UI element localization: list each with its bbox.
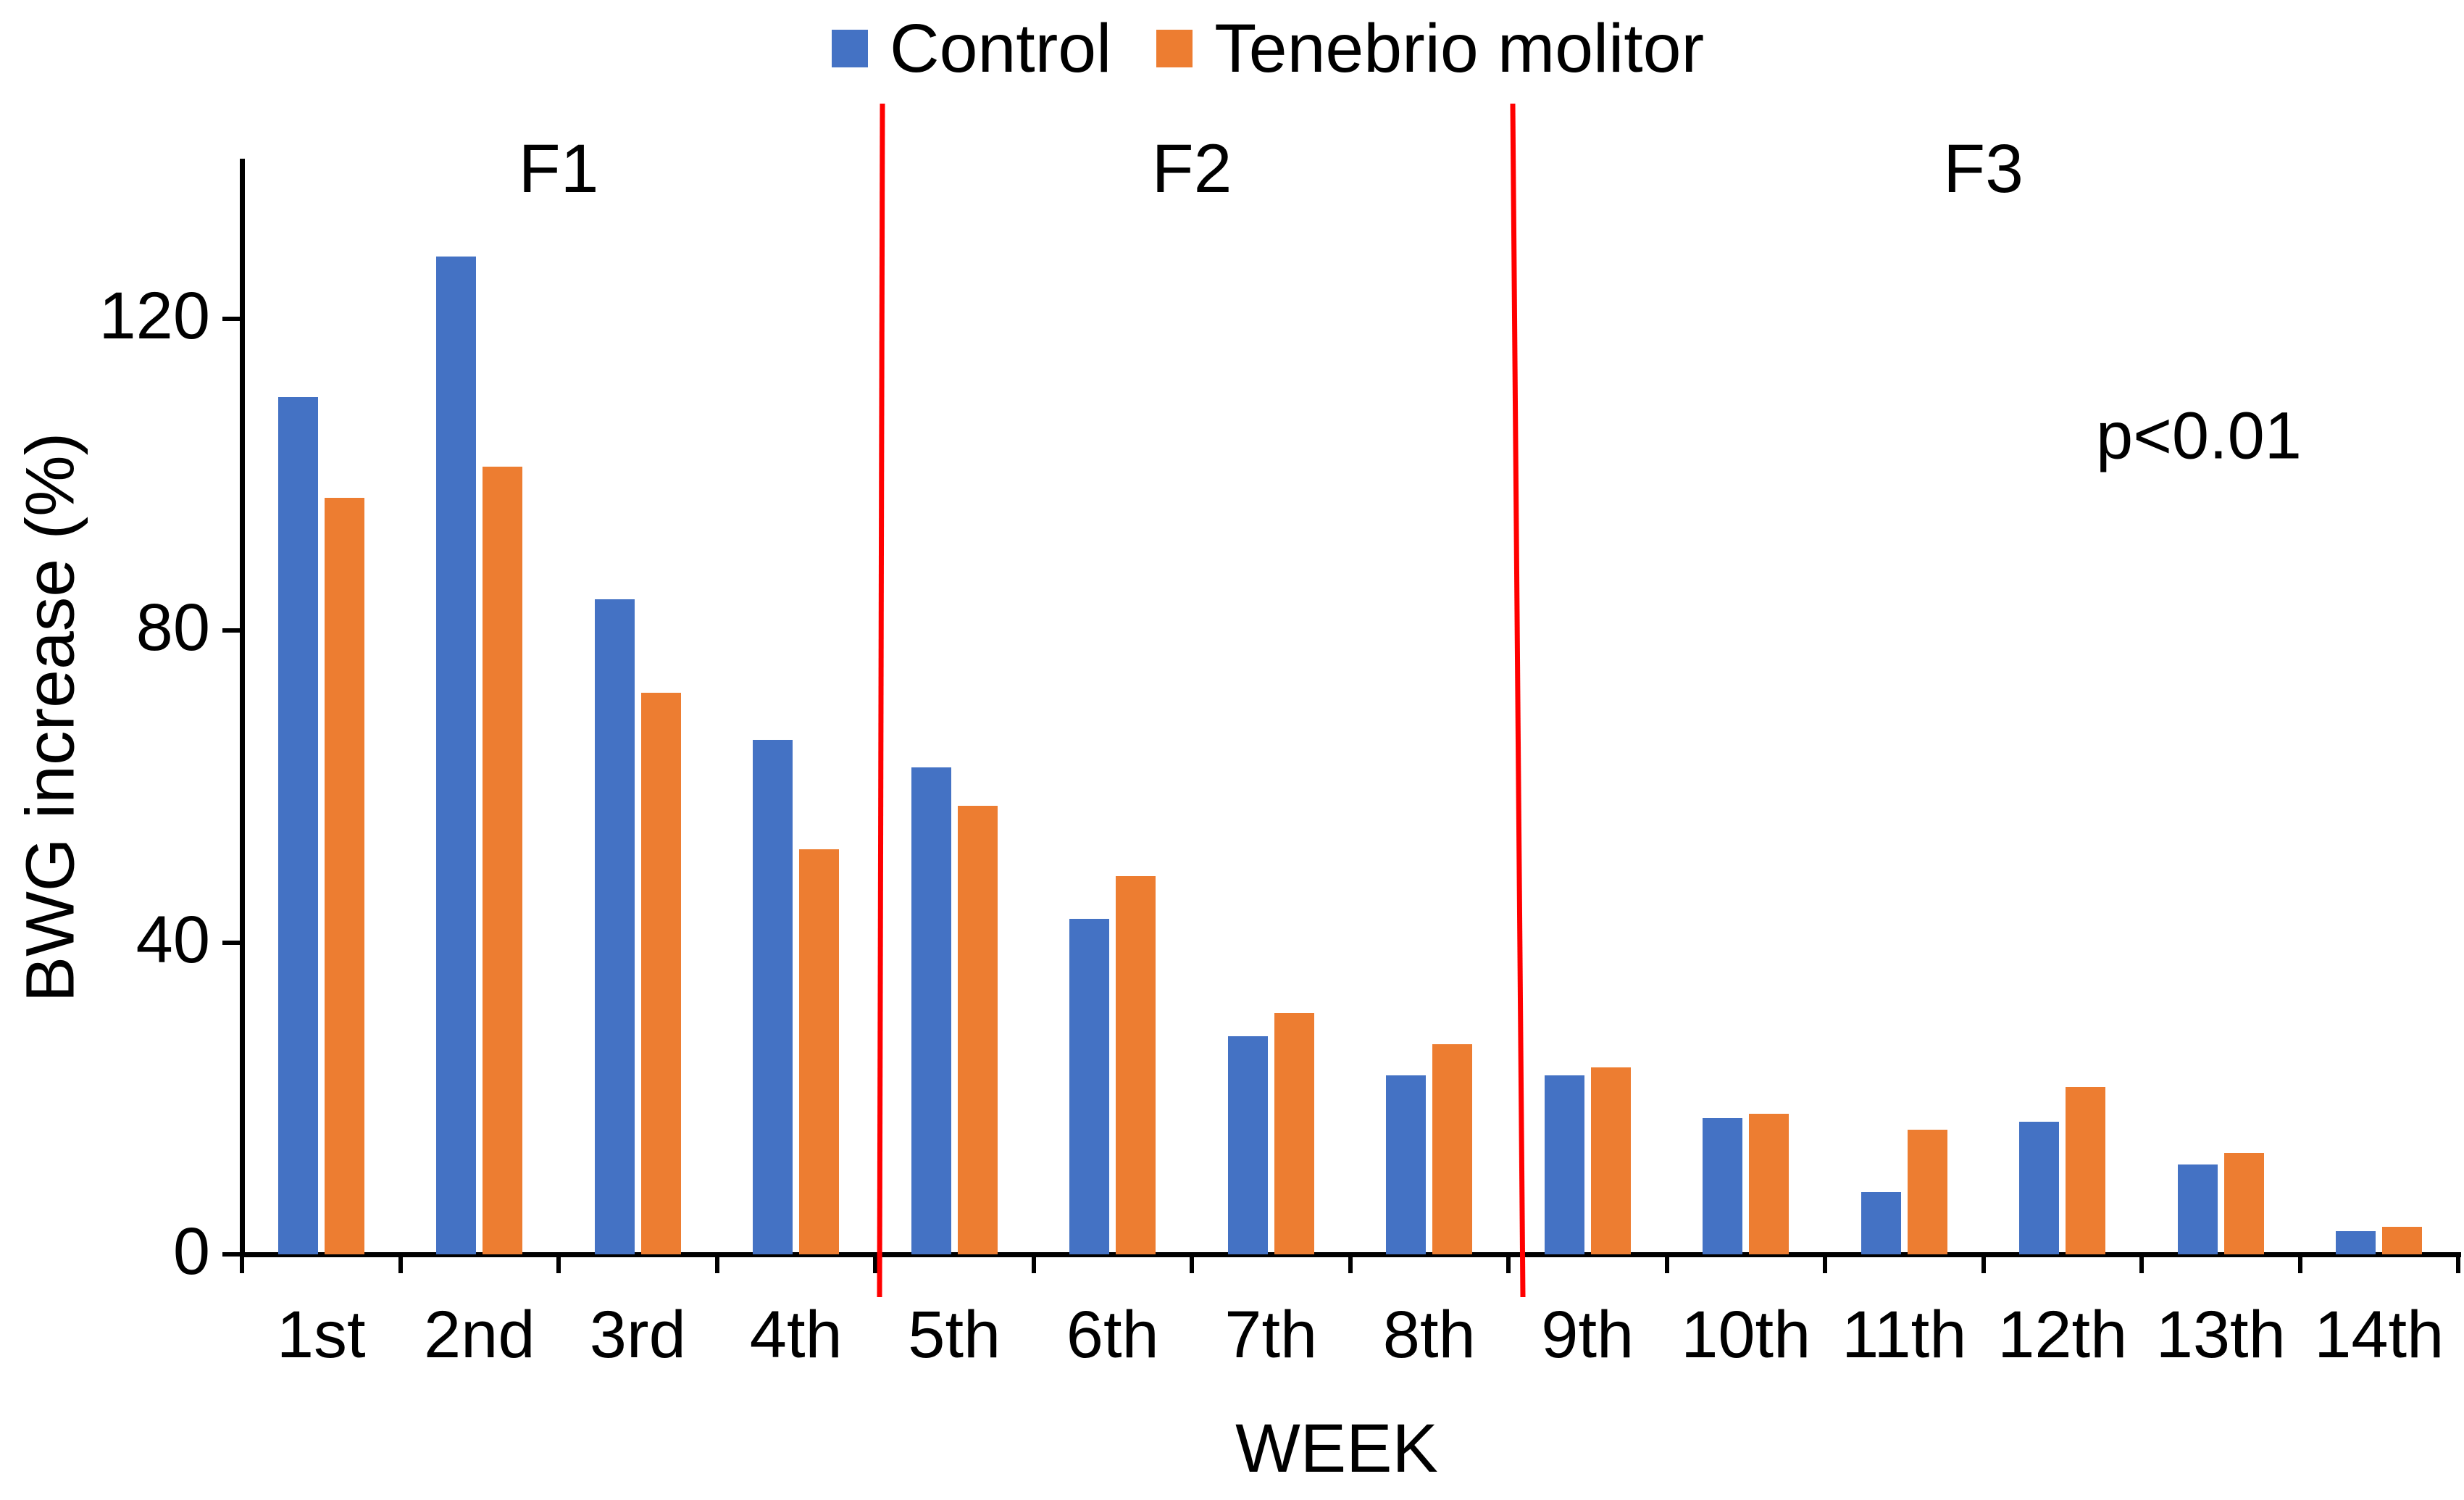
- bar-control-10th: [1703, 1117, 1743, 1254]
- x-boundary-tick-12: [2139, 1254, 2144, 1273]
- y-tick-120: [222, 317, 240, 322]
- x-tick-label-3rd: 3rd: [589, 1298, 686, 1372]
- legend-item-control: Control: [832, 12, 1111, 85]
- x-boundary-tick-13: [2297, 1254, 2302, 1273]
- x-tick-label-14th: 14th: [2314, 1298, 2444, 1372]
- x-boundary-tick-2: [556, 1254, 561, 1273]
- x-tick-label-1st: 1st: [276, 1298, 366, 1372]
- bar-control-8th: [1386, 1075, 1427, 1254]
- x-tick-label-7th: 7th: [1224, 1298, 1318, 1372]
- x-tick-label-2nd: 2nd: [424, 1298, 535, 1372]
- bar-control-9th: [1544, 1075, 1584, 1254]
- bar-tenebrio-molitor-6th: [1116, 876, 1156, 1254]
- section-label-f3: F3: [1943, 130, 2024, 207]
- x-boundary-tick-14: [2456, 1254, 2460, 1273]
- x-tick-label-12th: 12th: [1997, 1298, 2128, 1372]
- x-tick-label-11th: 11th: [1842, 1298, 1967, 1372]
- bar-tenebrio-molitor-10th: [1749, 1114, 1789, 1254]
- x-boundary-tick-9: [1664, 1254, 1669, 1273]
- bar-control-3rd: [594, 599, 635, 1254]
- bar-tenebrio-molitor-9th: [1590, 1067, 1631, 1254]
- x-boundary-tick-3: [714, 1254, 719, 1273]
- x-tick-label-9th: 9th: [1541, 1298, 1634, 1372]
- legend-item-tenebrio-molitor: Tenebrio molitor: [1156, 12, 1704, 85]
- legend-label-tenebrio-molitor: Tenebrio molitor: [1214, 10, 1705, 87]
- bar-tenebrio-molitor-2nd: [483, 467, 523, 1254]
- y-tick-label-40: 40: [135, 902, 210, 977]
- x-boundary-tick-0: [240, 1254, 244, 1273]
- bar-control-14th: [2336, 1230, 2376, 1254]
- legend-swatch-tenebrio-molitor: [1156, 30, 1193, 67]
- legend-label-control: Control: [890, 10, 1112, 87]
- x-boundary-tick-6: [1190, 1254, 1194, 1273]
- section-label-f1: F1: [518, 130, 599, 207]
- y-axis-line: [240, 159, 245, 1257]
- y-tick-0: [222, 1252, 240, 1257]
- bar-tenebrio-molitor-1st: [324, 498, 364, 1254]
- x-boundary-tick-1: [398, 1254, 403, 1273]
- y-tick-80: [222, 628, 240, 633]
- bar-tenebrio-molitor-7th: [1274, 1012, 1314, 1254]
- y-tick-label-0: 0: [172, 1214, 210, 1288]
- x-boundary-tick-7: [1348, 1254, 1353, 1273]
- separator-line-1: [877, 103, 885, 1298]
- bar-control-12th: [2019, 1122, 2060, 1254]
- legend-swatch-control: [832, 30, 868, 67]
- bar-tenebrio-molitor-4th: [799, 849, 840, 1254]
- x-tick-label-13th: 13th: [2155, 1298, 2286, 1372]
- p-value-annotation: p<0.01: [2096, 399, 2302, 473]
- x-tick-label-4th: 4th: [749, 1298, 843, 1372]
- bar-control-1st: [277, 396, 318, 1254]
- x-axis-title: WEEK: [1235, 1410, 1438, 1487]
- x-tick-label-6th: 6th: [1066, 1298, 1159, 1372]
- bar-control-4th: [753, 739, 793, 1254]
- y-tick-label-120: 120: [99, 279, 211, 354]
- bar-control-2nd: [436, 256, 477, 1254]
- x-tick-label-10th: 10th: [1681, 1298, 1811, 1372]
- x-boundary-tick-8: [1506, 1254, 1511, 1273]
- bar-control-6th: [1069, 919, 1110, 1254]
- bar-control-11th: [1860, 1191, 1901, 1254]
- x-boundary-tick-4: [873, 1254, 877, 1273]
- separator-line-2: [1510, 103, 1526, 1298]
- bar-control-13th: [2177, 1164, 2218, 1254]
- x-boundary-tick-10: [1823, 1254, 1827, 1273]
- x-boundary-tick-11: [1981, 1254, 1986, 1273]
- bar-tenebrio-molitor-12th: [2066, 1086, 2106, 1254]
- bar-tenebrio-molitor-8th: [1432, 1043, 1473, 1254]
- bar-control-5th: [911, 767, 951, 1254]
- bar-tenebrio-molitor-5th: [957, 806, 998, 1254]
- bar-tenebrio-molitor-13th: [2223, 1153, 2264, 1254]
- bar-tenebrio-molitor-11th: [1907, 1129, 1947, 1254]
- y-tick-40: [222, 940, 240, 945]
- section-label-f2: F2: [1151, 130, 1232, 207]
- x-boundary-tick-5: [1031, 1254, 1036, 1273]
- x-tick-label-5th: 5th: [908, 1298, 1001, 1372]
- y-tick-label-80: 80: [135, 591, 210, 665]
- bar-tenebrio-molitor-3rd: [640, 693, 681, 1254]
- bar-tenebrio-molitor-14th: [2382, 1227, 2423, 1254]
- x-tick-label-8th: 8th: [1382, 1298, 1476, 1372]
- bar-control-7th: [1227, 1036, 1268, 1254]
- legend: Control Tenebrio molitor: [832, 9, 1704, 88]
